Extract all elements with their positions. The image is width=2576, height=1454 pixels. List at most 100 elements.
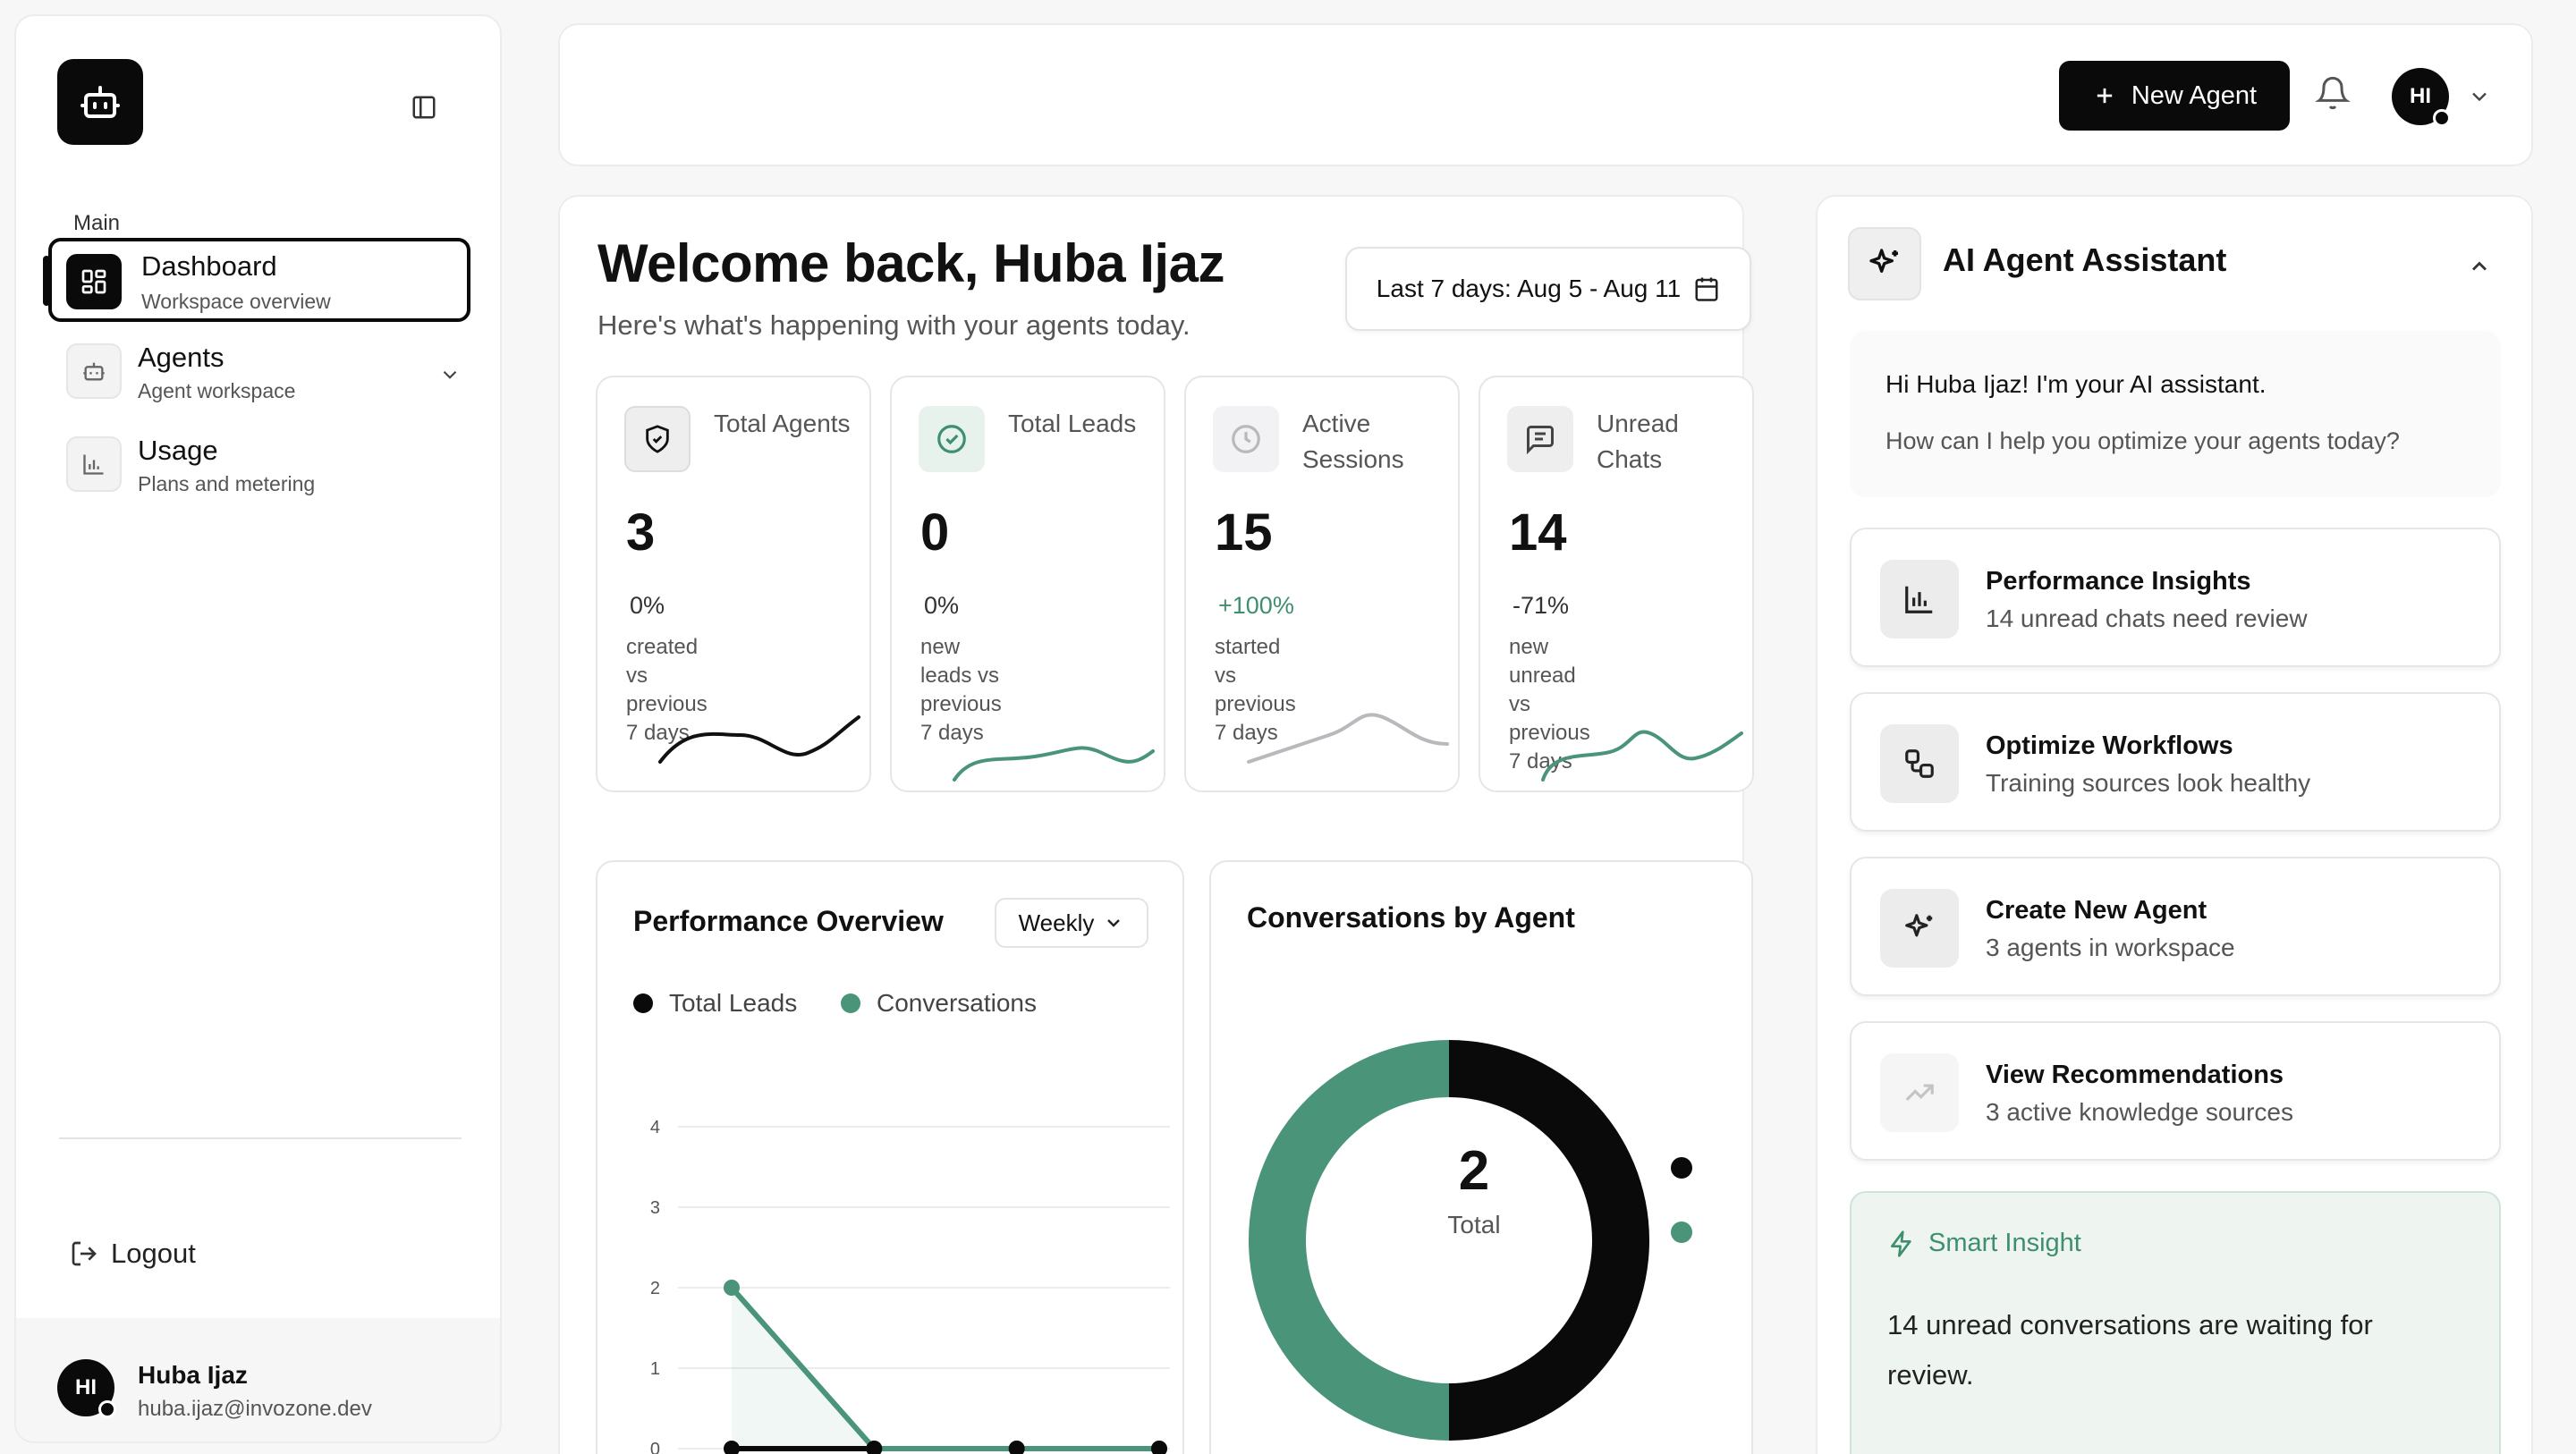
data-point[interactable]: [724, 1441, 740, 1454]
data-point[interactable]: [866, 1441, 883, 1454]
card-title: Performance Overview: [633, 905, 944, 937]
action-title: Create New Agent: [1986, 896, 2207, 925]
top-bar: New Agent HI: [558, 23, 2533, 166]
sidebar-item-subtitle: Plans and metering: [138, 472, 316, 495]
ai-assistant-panel: AI Agent Assistant Hi Huba Ijaz! I'm you…: [1816, 195, 2533, 1454]
legend-dot: [1671, 1222, 1692, 1243]
logout-icon: [72, 1241, 97, 1266]
user-avatar-button[interactable]: HI: [2392, 68, 2451, 127]
period-select-value: Weekly: [1018, 909, 1095, 936]
new-agent-button[interactable]: New Agent: [2059, 61, 2290, 131]
panel-title: AI Agent Assistant: [1943, 241, 2227, 278]
sidebar-item-title: Agents: [138, 342, 225, 373]
sidebar: Main Dashboard Workspace overview Agents…: [14, 14, 502, 1443]
y-tick-label: 4: [650, 1118, 660, 1137]
chevron-down-icon[interactable]: [2467, 84, 2492, 109]
chevron-down-icon[interactable]: [438, 363, 462, 386]
action-title: Optimize Workflows: [1986, 731, 2233, 760]
stat-card-active-sessions: Active Sessions 15 +100% started vs prev…: [1184, 376, 1460, 792]
action-optimize-workflows[interactable]: Optimize Workflows Training sources look…: [1850, 692, 2501, 832]
action-subtitle: 3 agents in workspace: [1986, 934, 2235, 961]
user-email: huba.ijaz@invozone.dev: [138, 1397, 372, 1421]
donut-slice[interactable]: [1449, 1040, 1649, 1441]
y-tick-label: 1: [650, 1359, 660, 1379]
stat-delta: -71%: [1513, 592, 1570, 619]
active-indicator: [43, 256, 50, 306]
insight-text: 14 unread conversations are waiting for …: [1887, 1309, 2373, 1391]
action-title: Performance Insights: [1986, 567, 2251, 596]
stat-note: new unread vs previous 7 days: [1509, 635, 1590, 773]
stat-note: started vs previous 7 days: [1215, 635, 1296, 745]
avatar: HI: [57, 1359, 116, 1418]
action-create-new-agent[interactable]: Create New Agent 3 agents in workspace: [1850, 857, 2501, 996]
calendar-icon: [1695, 277, 1718, 301]
stat-label: Active Sessions: [1302, 410, 1404, 473]
stat-value: 3: [626, 503, 656, 562]
divider: [59, 1137, 462, 1139]
new-agent-label: New Agent: [2131, 80, 2258, 110]
page-subtitle: Here's what's happening with your agents…: [597, 309, 1191, 341]
conversations-donut-chart: [1249, 1040, 1692, 1441]
logout-button[interactable]: Logout: [70, 1238, 196, 1270]
stat-label: Total Agents: [714, 410, 851, 437]
avatar-initials: HI: [2410, 84, 2431, 108]
data-point[interactable]: [1151, 1441, 1167, 1454]
check-circle-icon: [919, 406, 985, 472]
notifications-button[interactable]: [2315, 75, 2351, 115]
insight-header: Smart Insight: [1887, 1229, 2081, 1258]
legend-dot: [1671, 1157, 1692, 1179]
message-icon: [1507, 406, 1573, 472]
sparkline: [953, 746, 1155, 782]
sidebar-item-subtitle: Workspace overview: [141, 290, 331, 313]
shield-icon: [624, 406, 691, 472]
app-logo[interactable]: [57, 59, 143, 145]
stat-value: 0: [920, 503, 950, 562]
date-range-picker[interactable]: Last 7 days: Aug 5 - Aug 11: [1345, 247, 1751, 331]
donut-slice[interactable]: [1249, 1040, 1449, 1441]
sidebar-toggle-button[interactable]: [406, 89, 442, 125]
sparkles-icon: [1848, 227, 1921, 300]
page-title: Welcome back, Huba Ijaz: [597, 233, 1224, 293]
legend-dot: [633, 993, 653, 1013]
action-title: View Recommendations: [1986, 1061, 2284, 1089]
chevron-up-icon[interactable]: [2467, 254, 2492, 279]
bar-chart-icon: [66, 436, 122, 492]
sidebar-item-title: Usage: [138, 435, 218, 466]
stat-label: Total Leads: [1008, 410, 1137, 437]
assistant-greeting: Hi Huba Ijaz! I'm your AI assistant. How…: [1850, 331, 2501, 497]
data-point[interactable]: [1008, 1441, 1025, 1454]
bar-chart-icon: [1880, 560, 1959, 638]
legend-dot: [841, 993, 860, 1013]
sidebar-item-title: Dashboard: [141, 250, 277, 282]
action-view-recommendations[interactable]: View Recommendations 3 active knowledge …: [1850, 1021, 2501, 1161]
sparkline: [658, 715, 860, 764]
stat-card-total-leads: Total Leads 0 0% new leads vs previous 7…: [890, 376, 1165, 792]
performance-overview-card: Performance Overview Weekly Total Leads …: [596, 860, 1184, 1454]
status-dot: [98, 1400, 116, 1418]
zap-icon: [1891, 1230, 1911, 1257]
dashboard-main: Welcome back, Huba Ijaz Here's what's ha…: [558, 195, 1754, 1454]
stat-note: new leads vs previous 7 days: [920, 635, 1002, 745]
trending-up-icon: [1880, 1053, 1959, 1132]
stat-delta: 0%: [924, 592, 960, 619]
greeting-prompt: How can I help you optimize your agents …: [1885, 427, 2400, 454]
workflow-icon: [1880, 724, 1959, 803]
sidebar-item-agents[interactable]: Agents Agent workspace: [48, 331, 470, 415]
period-select[interactable]: Weekly: [995, 898, 1148, 948]
action-performance-insights[interactable]: Performance Insights 14 unread chats nee…: [1850, 528, 2501, 667]
legend-label: Conversations: [877, 989, 1037, 1017]
chevron-down-icon: [1107, 919, 1121, 927]
sidebar-item-usage[interactable]: Usage Plans and metering: [48, 424, 470, 508]
data-point[interactable]: [724, 1280, 740, 1296]
logout-label: Logout: [111, 1238, 196, 1269]
bell-icon: [2315, 76, 2351, 110]
conversations-by-agent-card: Conversations by Agent 2 Total: [1209, 860, 1753, 1454]
user-profile[interactable]: HI Huba Ijaz huba.ijaz@invozone.dev: [16, 1318, 500, 1441]
section-label: Main: [73, 211, 121, 235]
y-tick-label: 2: [650, 1279, 660, 1298]
legend-item-conversations[interactable]: Conversations: [841, 989, 1037, 1018]
sparkles-icon: [1880, 889, 1959, 968]
stat-card-total-agents: Total Agents 3 0% created vs previous 7 …: [596, 376, 871, 792]
sidebar-item-dashboard[interactable]: Dashboard Workspace overview: [43, 238, 470, 322]
legend-item-total-leads[interactable]: Total Leads: [633, 989, 797, 1018]
